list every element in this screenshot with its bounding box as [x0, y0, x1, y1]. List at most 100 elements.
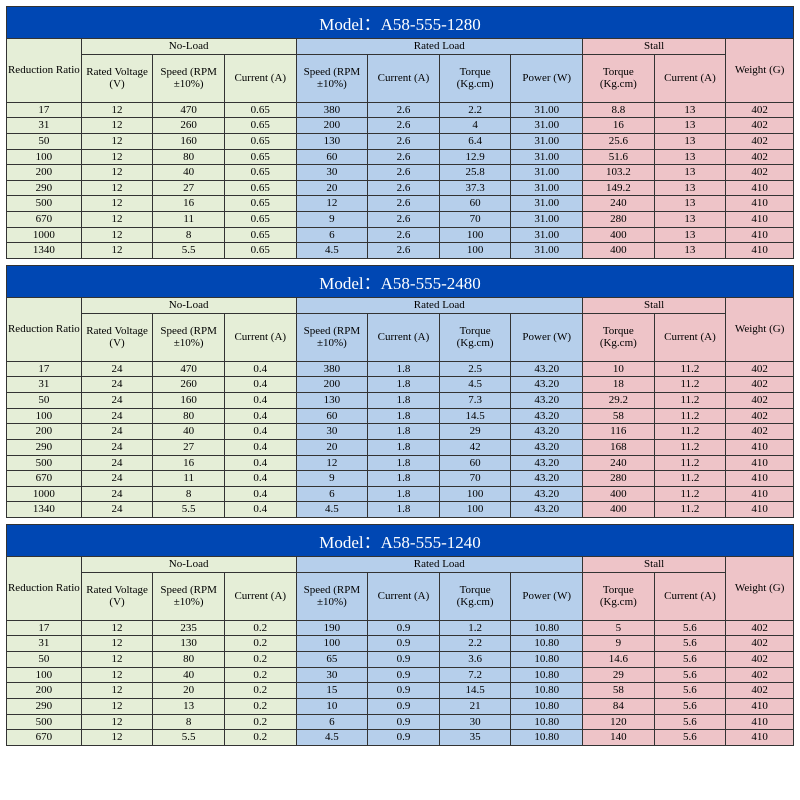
cell: 0.9	[368, 683, 440, 699]
cell: 12	[81, 636, 153, 652]
table-row: 29012130.2100.92110.80845.6410	[7, 698, 794, 714]
cell: 43.20	[511, 502, 583, 518]
table-row: 29012270.65202.637.331.00149.213410	[7, 180, 794, 196]
cell: 0.65	[224, 227, 296, 243]
cell: 10.80	[511, 730, 583, 746]
cell: 120	[583, 714, 655, 730]
cell: 17	[7, 361, 82, 377]
cell: 84	[583, 698, 655, 714]
table-row: 5012800.2650.93.610.8014.65.6402	[7, 652, 794, 668]
cell: 11.2	[654, 471, 726, 487]
col-header: Speed (RPM ±10%)	[296, 54, 368, 102]
cell: 402	[726, 118, 794, 134]
cell: 11	[153, 212, 225, 228]
cell: 70	[439, 471, 511, 487]
cell: 8.8	[583, 102, 655, 118]
cell: 12	[81, 212, 153, 228]
cell: 0.4	[224, 486, 296, 502]
cell: 402	[726, 361, 794, 377]
cell: 37.3	[439, 180, 511, 196]
col-header: Current (A)	[224, 54, 296, 102]
cell: 60	[439, 455, 511, 471]
cell: 4	[439, 118, 511, 134]
cell: 17	[7, 620, 82, 636]
cell: 12	[81, 714, 153, 730]
cell: 0.4	[224, 455, 296, 471]
cell: 0.2	[224, 667, 296, 683]
cell: 168	[583, 439, 655, 455]
col-header: Torque (Kg.cm)	[439, 54, 511, 102]
col-group-header: No-Load	[81, 298, 296, 314]
cell: 11.2	[654, 439, 726, 455]
cell: 11.2	[654, 486, 726, 502]
cell: 40	[153, 667, 225, 683]
cell: 1.8	[368, 486, 440, 502]
cell: 1.8	[368, 361, 440, 377]
cell: 12	[81, 196, 153, 212]
cell: 27	[153, 180, 225, 196]
col-header: Rated Voltage (V)	[81, 313, 153, 361]
table-row: 20012400.65302.625.831.00103.213402	[7, 165, 794, 181]
cell: 8	[153, 227, 225, 243]
cell: 43.20	[511, 408, 583, 424]
cell: 31.00	[511, 212, 583, 228]
cell: 410	[726, 180, 794, 196]
cell: 58	[583, 408, 655, 424]
col-group-header: Rated Load	[296, 298, 582, 314]
cell: 0.65	[224, 196, 296, 212]
cell: 5.6	[654, 636, 726, 652]
cell: 0.65	[224, 243, 296, 259]
col-header: Current (A)	[654, 313, 726, 361]
cell: 130	[296, 392, 368, 408]
cell: 12	[296, 455, 368, 471]
table-row: 17124700.653802.62.231.008.813402	[7, 102, 794, 118]
cell: 12	[81, 102, 153, 118]
cell: 402	[726, 149, 794, 165]
cell: 15	[296, 683, 368, 699]
cell: 13	[654, 102, 726, 118]
col-header: Speed (RPM ±10%)	[296, 572, 368, 620]
table-row: 5001280.260.93010.801205.6410	[7, 714, 794, 730]
cell: 400	[583, 227, 655, 243]
cell: 11.2	[654, 455, 726, 471]
cell: 402	[726, 392, 794, 408]
cell: 31	[7, 377, 82, 393]
cell: 402	[726, 683, 794, 699]
cell: 260	[153, 118, 225, 134]
cell: 0.65	[224, 180, 296, 196]
cell: 24	[81, 361, 153, 377]
cell: 1000	[7, 227, 82, 243]
cell: 13	[654, 196, 726, 212]
cell: 0.9	[368, 652, 440, 668]
cell: 4.5	[296, 730, 368, 746]
cell: 2.6	[368, 212, 440, 228]
cell: 9	[296, 471, 368, 487]
cell: 0.65	[224, 133, 296, 149]
cell: 200	[7, 165, 82, 181]
cell: 160	[153, 392, 225, 408]
cell: 25.8	[439, 165, 511, 181]
cell: 2.6	[368, 165, 440, 181]
cell: 20	[296, 439, 368, 455]
spec-table: Reduction RatioNo-LoadRated LoadStallWei…	[6, 297, 794, 518]
col-group-header: Rated Load	[296, 557, 582, 573]
cell: 200	[296, 118, 368, 134]
col-group-header: Weight (G)	[726, 39, 794, 103]
cell: 80	[153, 408, 225, 424]
cell: 2.6	[368, 102, 440, 118]
cell: 2.6	[368, 243, 440, 259]
cell: 12	[81, 698, 153, 714]
cell: 2.6	[368, 133, 440, 149]
cell: 5.6	[654, 652, 726, 668]
cell: 410	[726, 227, 794, 243]
model-title: Model：A58-555-1280	[6, 6, 794, 38]
col-header: Power (W)	[511, 572, 583, 620]
cell: 40	[153, 165, 225, 181]
cell: 31.00	[511, 118, 583, 134]
cell: 402	[726, 133, 794, 149]
cell: 12	[81, 683, 153, 699]
table-row: 50012160.65122.66031.0024013410	[7, 196, 794, 212]
col-header: Power (W)	[511, 54, 583, 102]
cell: 1340	[7, 502, 82, 518]
cell: 58	[583, 683, 655, 699]
